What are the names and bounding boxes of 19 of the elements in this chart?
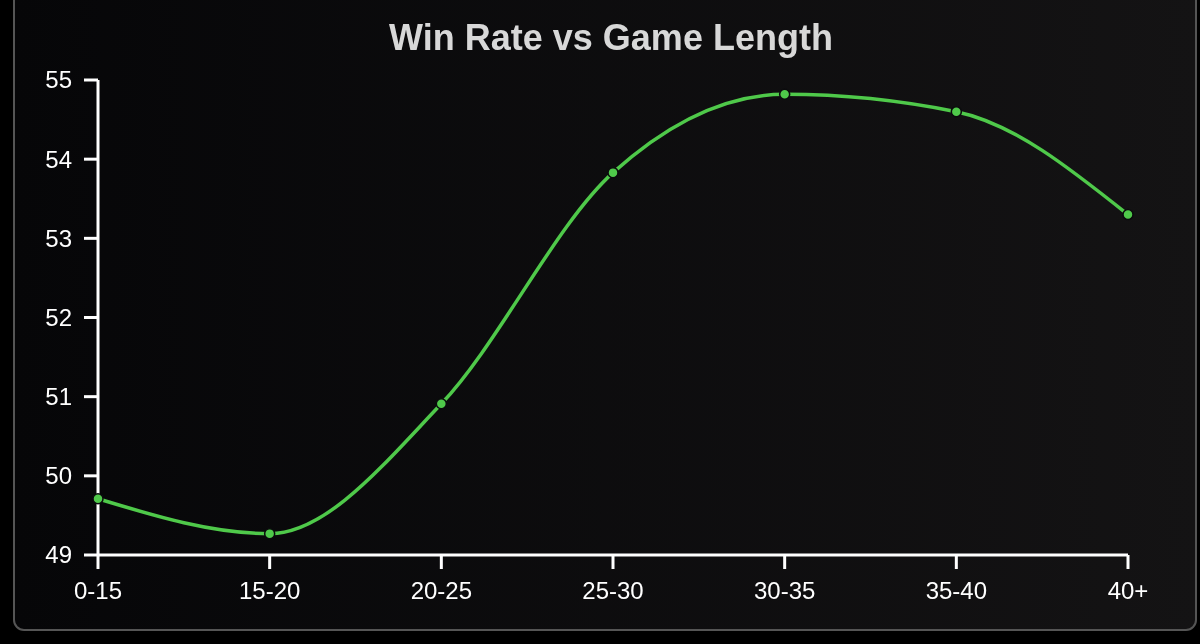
chart-title: Win Rate vs Game Length [389, 17, 833, 58]
y-tick-label: 54 [45, 145, 72, 173]
y-tick-label: 53 [45, 224, 72, 252]
x-tick-label: 20-25 [410, 577, 473, 604]
y-tick-label: 52 [45, 303, 72, 331]
x-tick-label: 40+ [1107, 577, 1149, 604]
point [950, 105, 963, 118]
y-tick-label: 50 [45, 462, 72, 490]
y-tick-label: 55 [45, 66, 72, 94]
point [435, 398, 448, 410]
x-tick-label: 30-35 [753, 577, 816, 604]
point [1122, 208, 1134, 221]
x-tick-label: 15-20 [238, 577, 301, 604]
x-tick-label: 25-30 [582, 577, 644, 604]
y-tick-label: 51 [45, 383, 72, 411]
x-tick-label: 0-15 [73, 577, 123, 604]
point [92, 493, 104, 505]
y-tick-label: 49 [45, 541, 72, 569]
x-tick-label: 35-40 [925, 577, 988, 604]
